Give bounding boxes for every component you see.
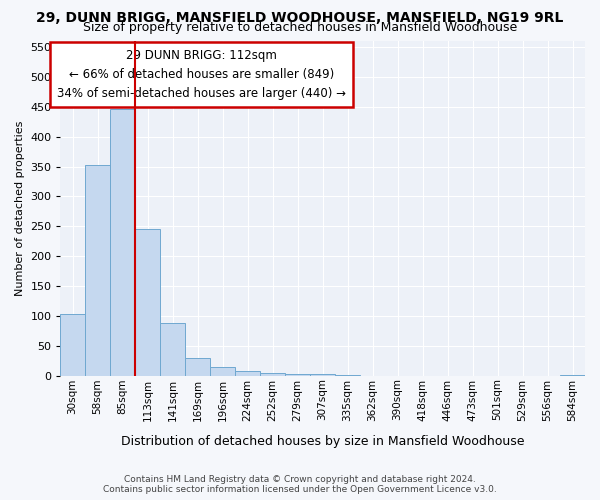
Text: Contains HM Land Registry data © Crown copyright and database right 2024.
Contai: Contains HM Land Registry data © Crown c… [103, 474, 497, 494]
X-axis label: Distribution of detached houses by size in Mansfield Woodhouse: Distribution of detached houses by size … [121, 434, 524, 448]
Text: 29, DUNN BRIGG, MANSFIELD WOODHOUSE, MANSFIELD, NG19 9RL: 29, DUNN BRIGG, MANSFIELD WOODHOUSE, MAN… [37, 10, 563, 24]
Bar [335, 374, 360, 376]
Bar [285, 374, 310, 376]
Text: 29 DUNN BRIGG: 112sqm
← 66% of detached houses are smaller (849)
34% of semi-det: 29 DUNN BRIGG: 112sqm ← 66% of detached … [57, 50, 346, 100]
Bar [310, 374, 335, 376]
Bar [185, 358, 210, 376]
Bar [85, 164, 110, 376]
Bar [235, 371, 260, 376]
Bar [260, 372, 285, 376]
Text: Size of property relative to detached houses in Mansfield Woodhouse: Size of property relative to detached ho… [83, 21, 517, 34]
Bar [60, 314, 85, 376]
Bar [110, 108, 135, 376]
Bar [160, 323, 185, 376]
Bar [135, 230, 160, 376]
Y-axis label: Number of detached properties: Number of detached properties [15, 120, 25, 296]
Bar [210, 366, 235, 376]
Bar [560, 374, 585, 376]
